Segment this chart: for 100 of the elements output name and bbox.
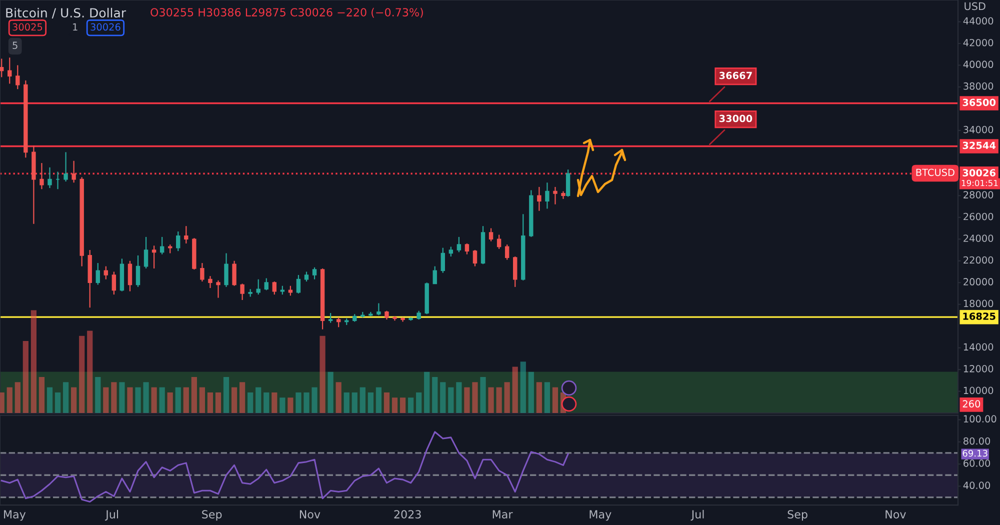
bar bbox=[223, 377, 230, 414]
bar bbox=[159, 387, 165, 414]
text: 260 bbox=[962, 400, 980, 408]
x-tick-label: May bbox=[590, 510, 612, 521]
bar bbox=[272, 392, 278, 414]
bar bbox=[416, 392, 422, 414]
bar bbox=[504, 382, 510, 414]
y-tick-label: 14000 bbox=[964, 343, 994, 351]
candlestick bbox=[513, 256, 518, 288]
ref-line-label: 16825 bbox=[963, 312, 996, 320]
candlestick bbox=[112, 271, 116, 296]
line-series bbox=[0, 431, 569, 502]
y-tick-label: 38000 bbox=[964, 82, 994, 90]
bar bbox=[448, 387, 454, 414]
annotation: 30025 bbox=[12, 23, 42, 31]
bar bbox=[111, 382, 117, 414]
x-tick-label: Nov bbox=[886, 510, 906, 519]
y-tick-label: 12000 bbox=[964, 365, 994, 372]
y-tick-label: 18000 bbox=[964, 300, 994, 308]
bar bbox=[231, 387, 238, 414]
x-tick-label: Mar bbox=[492, 510, 513, 519]
bar bbox=[280, 398, 286, 414]
candlestick bbox=[537, 186, 542, 212]
bar bbox=[127, 387, 133, 414]
bar bbox=[344, 392, 350, 414]
candlestick bbox=[312, 266, 317, 280]
y-tick-label: 44000 bbox=[963, 17, 994, 25]
candlestick bbox=[64, 152, 68, 182]
bar bbox=[384, 392, 390, 414]
y-tick-label: 26000 bbox=[964, 212, 994, 220]
candlestick bbox=[545, 182, 550, 210]
bar bbox=[14, 382, 20, 414]
y-tick-label: 80.00 bbox=[964, 437, 990, 445]
bar bbox=[175, 387, 181, 414]
bar bbox=[191, 377, 197, 414]
text: 69.13 bbox=[962, 450, 988, 457]
ref-line-label: 30026 bbox=[962, 169, 996, 176]
bar bbox=[304, 392, 310, 414]
bar bbox=[71, 387, 77, 414]
bar bbox=[496, 387, 502, 414]
bar bbox=[328, 372, 334, 414]
bar bbox=[320, 336, 326, 414]
text: O30255 H30386 L29875 C30026 −220 (−0.73%) bbox=[150, 8, 423, 18]
x-tick-label: Sep bbox=[788, 510, 808, 521]
x-tick-label: May bbox=[4, 510, 26, 521]
bar bbox=[376, 387, 382, 414]
candlestick bbox=[488, 228, 494, 242]
candlestick bbox=[376, 302, 381, 316]
candlestick bbox=[288, 285, 293, 296]
bar bbox=[79, 336, 85, 414]
candlestick bbox=[304, 271, 309, 282]
bar bbox=[480, 377, 486, 414]
candlestick bbox=[104, 266, 108, 280]
candlestick bbox=[176, 230, 180, 252]
candlestick bbox=[296, 274, 301, 294]
candlestick bbox=[96, 262, 100, 286]
bar bbox=[544, 382, 550, 414]
y-tick-label: 20000 bbox=[964, 278, 994, 286]
bar bbox=[22, 340, 28, 414]
y-tick-label: 24000 bbox=[964, 234, 994, 242]
bar bbox=[103, 387, 109, 414]
x-tick-label: Sep bbox=[202, 510, 222, 521]
candlestick bbox=[72, 160, 76, 184]
candlestick bbox=[328, 312, 333, 324]
text: 19:01:51 bbox=[962, 180, 998, 186]
candlestick bbox=[272, 280, 277, 296]
annotation: BTCUSD bbox=[916, 168, 954, 176]
candlestick bbox=[8, 57, 12, 84]
candlestick bbox=[232, 260, 236, 286]
annotation: 30026 bbox=[90, 23, 120, 31]
bar bbox=[512, 366, 518, 414]
candlestick bbox=[504, 244, 510, 260]
bar bbox=[54, 392, 61, 414]
y-tick-label: 22000 bbox=[964, 256, 994, 264]
bar bbox=[240, 382, 246, 414]
bar bbox=[0, 392, 4, 414]
candlestick bbox=[48, 166, 52, 189]
bar bbox=[432, 377, 438, 414]
bar bbox=[368, 392, 374, 414]
candlestick bbox=[448, 246, 454, 258]
candlestick bbox=[216, 280, 220, 298]
bar bbox=[143, 382, 149, 414]
annotation: 36667 bbox=[719, 72, 752, 80]
bar bbox=[38, 377, 45, 414]
candlestick bbox=[0, 58, 4, 78]
text: Bitcoin / U.S. Dollar bbox=[6, 8, 126, 19]
bar bbox=[6, 387, 12, 414]
bar bbox=[400, 398, 406, 414]
candlestick bbox=[16, 64, 20, 90]
bar bbox=[264, 392, 270, 414]
annotation: 33000 bbox=[719, 114, 752, 122]
y-tick-label: 100.00 bbox=[964, 415, 996, 423]
bar bbox=[135, 387, 141, 414]
candlestick bbox=[136, 254, 140, 288]
candlestick bbox=[553, 186, 558, 205]
bar bbox=[336, 382, 342, 414]
bar bbox=[536, 382, 542, 414]
candlestick bbox=[184, 226, 188, 244]
ref-line-label: 36500 bbox=[962, 98, 996, 106]
candlestick bbox=[200, 262, 204, 282]
